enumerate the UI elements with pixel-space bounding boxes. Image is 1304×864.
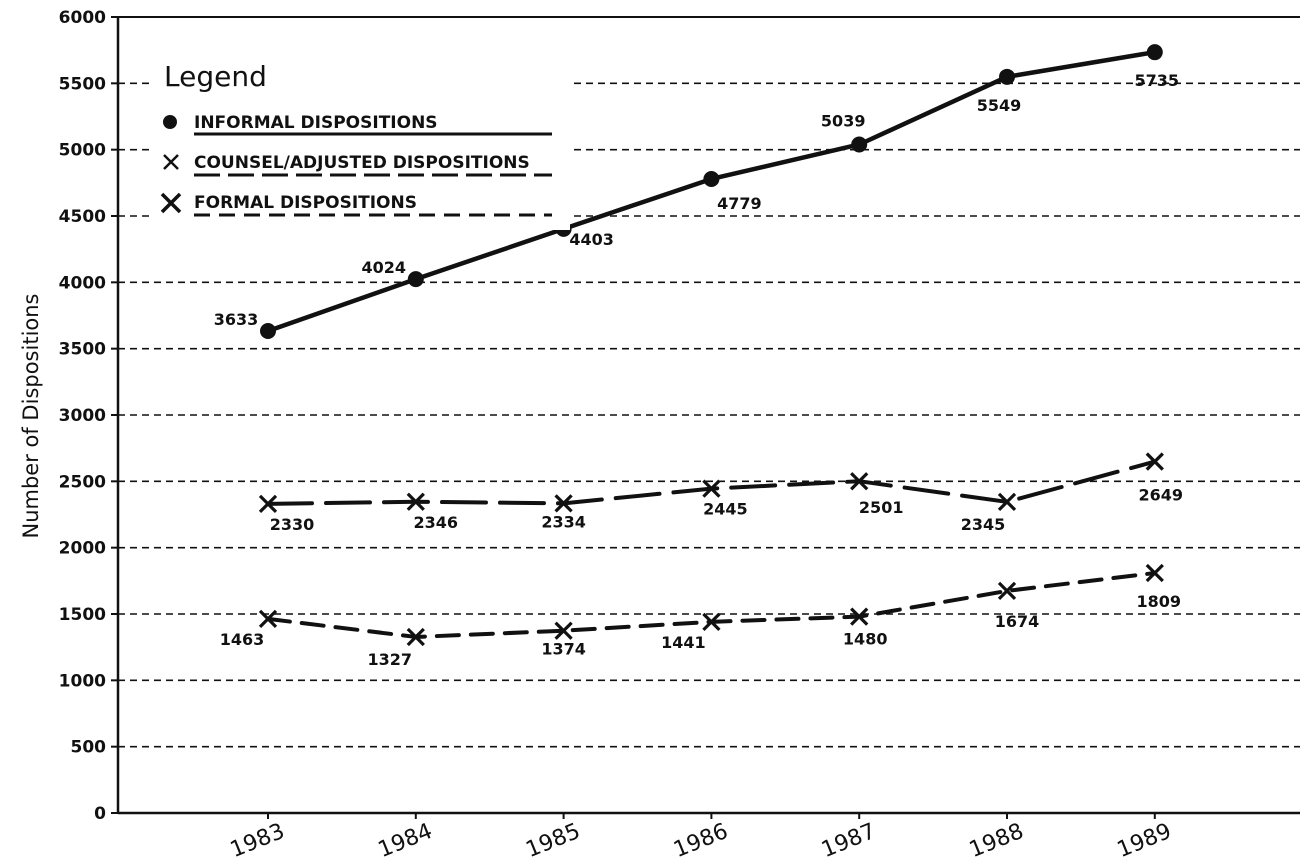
y-tick-label: 3000 (59, 406, 106, 426)
y-tick-label: 1500 (59, 605, 106, 625)
data-label-formal: 1809 (1137, 592, 1182, 611)
legend-background (150, 54, 570, 230)
point-informal (260, 323, 276, 340)
point-formal (702, 612, 721, 631)
point-formal (997, 581, 1017, 601)
point-informal (703, 170, 720, 187)
legend-formal-label: FORMAL DISPOSITIONS (194, 193, 417, 213)
series-group: 3633 4024 4403 4779 5039 5549 5735 2330 2346 2334… (214, 44, 1183, 669)
data-label-informal: 4024 (362, 258, 407, 277)
y-tick-label: 4000 (59, 273, 106, 293)
point-counsel (997, 492, 1017, 512)
y-axis-label: Number of Dispositions (19, 293, 43, 538)
point-formal (1145, 563, 1164, 583)
point-formal (850, 607, 869, 626)
legend-informal-marker (163, 115, 177, 129)
data-label-informal: 5549 (977, 96, 1022, 115)
x-tick-label: 1988 (966, 819, 1027, 863)
point-counsel (554, 494, 573, 513)
x-tick-label: 1989 (1114, 819, 1175, 863)
axes (111, 16, 1300, 819)
y-tick-label: 5500 (59, 74, 106, 94)
y-tick-labels: 0 500 1000 1500 2000 2500 3000 3500 4000 4500 5000… (59, 8, 106, 824)
data-label-formal: 1463 (220, 630, 265, 649)
data-label-informal: 3633 (214, 310, 259, 329)
y-tick-label: 4500 (59, 207, 106, 227)
y-tick-label: 3500 (59, 340, 106, 360)
point-counsel (1145, 452, 1164, 471)
legend-counsel-label: COUNSEL/ADJUSTED DISPOSITIONS (194, 153, 530, 173)
point-formal (258, 609, 278, 629)
data-label-informal: 4403 (569, 230, 614, 249)
data-label-formal: 1374 (541, 640, 586, 659)
x-tick-label: 1986 (670, 819, 731, 863)
legend-informal-label: INFORMAL DISPOSITIONS (194, 113, 438, 133)
series-line-counsel (266, 459, 1157, 506)
data-label-counsel: 2345 (961, 515, 1006, 534)
x-tick-label: 1984 (375, 819, 436, 863)
x-tick-label: 1983 (227, 819, 288, 863)
data-label-formal: 1480 (843, 630, 888, 649)
point-informal (999, 68, 1015, 85)
y-tick-label: 5000 (59, 141, 106, 161)
y-tick-label: 500 (71, 738, 107, 758)
legend-formal-marker (160, 192, 182, 214)
y-tick-label: 6000 (59, 8, 106, 28)
point-formal (554, 621, 573, 640)
point-informal (1146, 44, 1163, 61)
y-tick-label: 1000 (59, 671, 106, 691)
data-label-informal: 5735 (1135, 71, 1180, 90)
data-label-counsel: 2649 (1139, 486, 1184, 505)
data-label-informal: 5039 (821, 111, 866, 130)
point-informal (851, 136, 868, 153)
data-label-formal: 1441 (661, 633, 706, 652)
legend: Legend INFORMAL DISPOSITIONS COUNSEL/ADJ… (150, 54, 570, 230)
point-informal (407, 271, 424, 288)
point-counsel (702, 479, 721, 498)
point-counsel (258, 494, 278, 514)
y-tick-label: 0 (94, 804, 106, 824)
data-label-counsel: 2334 (541, 512, 586, 531)
data-label-formal: 1327 (368, 650, 413, 669)
data-label-informal: 4779 (717, 194, 762, 213)
data-label-counsel: 2445 (703, 500, 748, 519)
x-tick-labels: 1983 1984 1985 1986 1987 1988 1989 (227, 819, 1175, 863)
point-counsel (850, 472, 869, 491)
y-tick-label: 2000 (59, 539, 106, 559)
data-label-formal: 1674 (995, 612, 1040, 631)
legend-counsel-marker (163, 154, 179, 170)
data-label-counsel: 2330 (270, 515, 315, 534)
x-tick-label: 1987 (818, 819, 879, 863)
x-tick-label: 1985 (523, 819, 584, 863)
point-counsel (406, 492, 425, 511)
data-label-counsel: 2346 (414, 513, 459, 532)
y-tick-label: 2500 (59, 472, 106, 492)
legend-title: Legend (164, 60, 267, 93)
point-formal (406, 627, 425, 647)
data-label-counsel: 2501 (859, 498, 904, 517)
